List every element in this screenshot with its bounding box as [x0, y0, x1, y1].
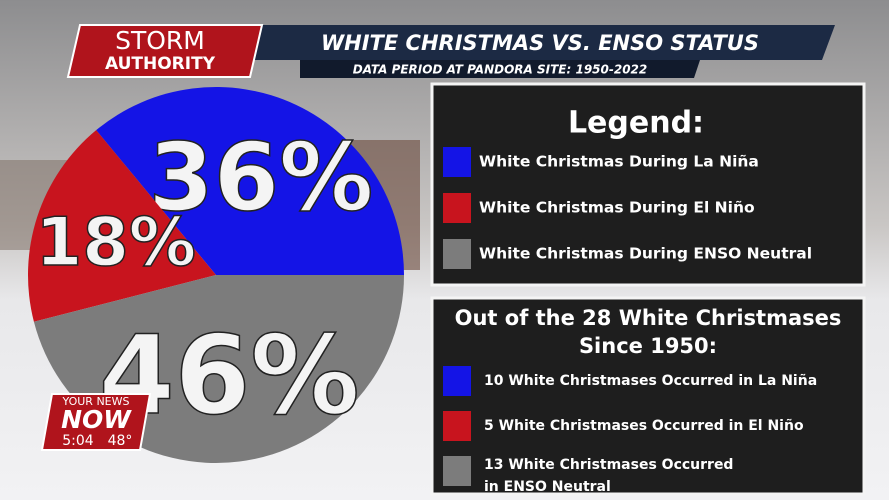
- summary-title: Since 1950:: [579, 334, 717, 358]
- temperature: 48°: [108, 433, 133, 449]
- pie-slice: [27, 130, 217, 322]
- legend-swatch: [443, 239, 471, 269]
- summary-item: in ENSO Neutral: [484, 479, 611, 495]
- station-name: NOW: [61, 405, 132, 434]
- show-name: AUTHORITY: [105, 54, 216, 74]
- summary-swatch: [443, 411, 471, 441]
- station-logo: [40, 393, 152, 451]
- summary-list: 10 White Christmases Occurred in La Niña…: [443, 366, 817, 495]
- legend-swatch: [443, 193, 471, 223]
- legend-label: White Christmas During La Niña: [479, 153, 759, 171]
- summary-swatch: [443, 456, 471, 486]
- legend-label: White Christmas During ENSO Neutral: [479, 245, 812, 263]
- title-bar: [238, 25, 835, 60]
- clock: 5:04: [62, 433, 94, 449]
- slice-label: 36%: [148, 124, 373, 233]
- summary-swatch: [443, 366, 471, 396]
- pie-slice: [96, 87, 404, 276]
- summary-item: 10 White Christmases Occurred in La Niña: [484, 373, 817, 389]
- legend-title: Legend:: [568, 106, 704, 141]
- chart-title: WHITE CHRISTMAS VS. ENSO STATUS: [321, 31, 759, 55]
- show-badge: [66, 24, 264, 78]
- summary-box: [430, 296, 866, 496]
- legend-swatch: [443, 147, 471, 177]
- slice-label: 18%: [36, 203, 196, 281]
- chart-subtitle: DATA PERIOD AT PANDORA SITE: 1950-2022: [353, 63, 648, 77]
- station-name: YOUR NEWS: [61, 395, 129, 408]
- legend: White Christmas During La Niña White Chri…: [443, 147, 812, 269]
- legend-box: [430, 82, 866, 287]
- show-name: STORM: [115, 26, 205, 55]
- subtitle-bar: [300, 60, 700, 78]
- summary-item: 13 White Christmases Occurred: [484, 457, 733, 473]
- legend-label: White Christmas During El Niño: [479, 199, 755, 217]
- summary-title: Out of the 28 White Christmases: [455, 306, 842, 330]
- summary-item: 5 White Christmases Occurred in El Niño: [484, 418, 804, 434]
- pie: 36%18%46%: [27, 87, 404, 463]
